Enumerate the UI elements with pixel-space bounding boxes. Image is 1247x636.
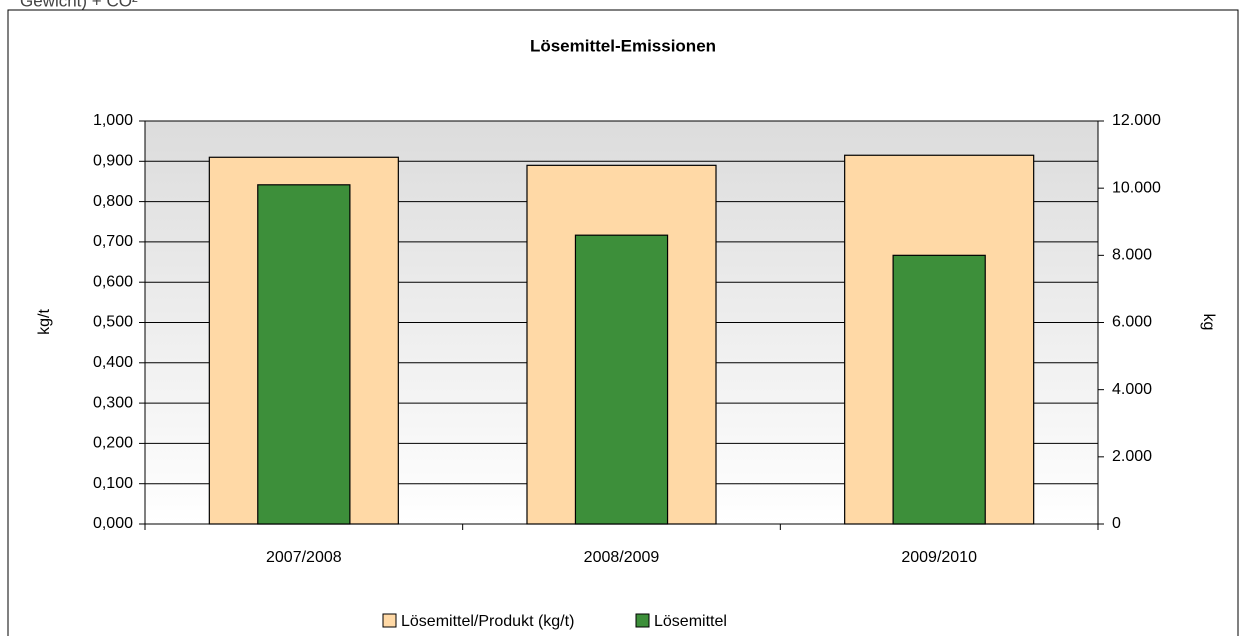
- y-tick-label: 0,900: [93, 153, 133, 170]
- y-tick-label: 0,200: [93, 435, 133, 452]
- y-tick-label: 1,000: [93, 112, 133, 129]
- y-tick-label: 0,600: [93, 273, 133, 290]
- y-tick-label: 0,000: [93, 515, 133, 532]
- y2-tick-label: 6.000: [1112, 314, 1152, 331]
- x-tick-label: 2007/2008: [266, 549, 342, 566]
- x-tick-label: 2008/2009: [584, 549, 660, 566]
- y2-tick-label: 8.000: [1112, 247, 1152, 264]
- y-tick-label: 0,300: [93, 394, 133, 411]
- y2-axis-label: kg: [1200, 314, 1217, 331]
- y2-tick-label: 2.000: [1112, 448, 1152, 465]
- y-axis-label: kg/t: [36, 309, 53, 335]
- y2-tick-label: 4.000: [1112, 381, 1152, 398]
- y2-tick-label: 0: [1112, 515, 1121, 532]
- y-tick-label: 0,700: [93, 233, 133, 250]
- bar: [574, 234, 669, 525]
- y2-tick-label: 10.000: [1112, 179, 1161, 196]
- legend-swatch: [635, 613, 650, 628]
- bar: [892, 254, 986, 525]
- x-tick-label: 2009/2010: [901, 549, 977, 566]
- bar: [257, 184, 351, 525]
- legend-label: Lösemittel/Produkt (kg/t): [401, 613, 574, 630]
- y-tick-label: 0,500: [93, 314, 133, 331]
- legend-label: Lösemittel: [654, 613, 727, 630]
- y2-tick-label: 12.000: [1112, 112, 1161, 129]
- y-tick-label: 0,400: [93, 354, 133, 371]
- legend-swatch: [382, 613, 397, 628]
- y-tick-label: 0,100: [93, 475, 133, 492]
- y-tick-label: 0,800: [93, 193, 133, 210]
- caption-fragment: Gewicht) + CO²: [20, 0, 138, 10]
- chart-title: Lösemittel-Emissionen: [530, 36, 716, 55]
